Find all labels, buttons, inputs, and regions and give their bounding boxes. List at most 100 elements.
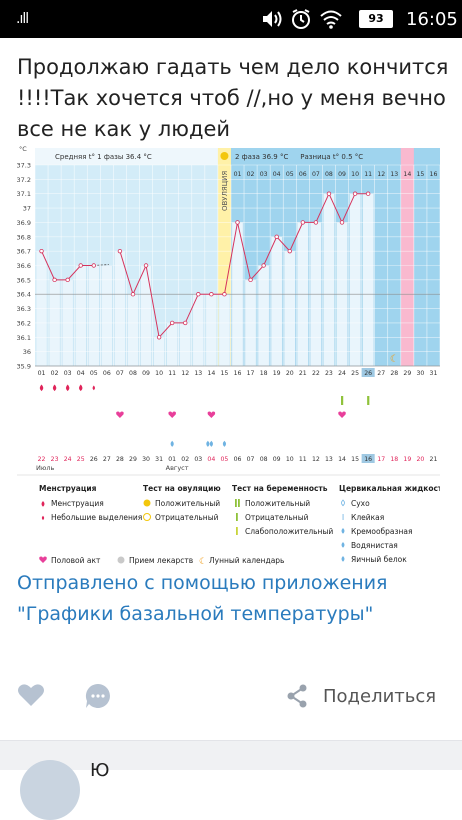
- legend-cervical-icon: I: [342, 513, 344, 522]
- y-tick-label: 36.6: [17, 262, 31, 270]
- clock: 16:05: [406, 8, 458, 30]
- date-label: 23: [51, 456, 59, 463]
- legend-cervical-icon: [341, 542, 345, 548]
- legend-menstruation-item: Менструация: [51, 499, 104, 508]
- post-actions: Поделиться: [0, 676, 462, 716]
- temp-bar: [192, 293, 205, 367]
- ovulation-label: ОВУЛЯЦИЯ: [221, 171, 229, 211]
- temperature-point: [130, 292, 136, 297]
- share-label: Поделиться: [323, 685, 437, 707]
- x-tick-label: 10: [155, 370, 163, 377]
- temperature-point: [65, 277, 70, 283]
- date-label: 04: [207, 456, 215, 463]
- date-label: 02: [181, 456, 189, 463]
- cycle-day-number: 08: [325, 171, 333, 178]
- temp-bar: [140, 265, 152, 367]
- y-tick-label: 36.7: [17, 248, 31, 256]
- today-highlight: [361, 368, 375, 377]
- share-button[interactable]: Поделиться: [286, 680, 446, 712]
- legend-pregnancy-negative: Отрицательный: [245, 513, 309, 522]
- date-label: 13: [325, 456, 333, 463]
- x-tick-label: 19: [273, 370, 281, 377]
- alarm-icon: [290, 0, 312, 38]
- pregnancy-test-mark: [367, 396, 370, 405]
- cycle-day-number: 04: [273, 171, 281, 178]
- y-tick-label: 36.8: [17, 233, 31, 241]
- next-post-author[interactable]: Ю: [90, 760, 110, 781]
- x-tick-label: 07: [116, 370, 124, 377]
- temperature-point: [235, 220, 240, 225]
- x-tick-label: 13: [194, 370, 202, 377]
- date-label: 30: [142, 456, 150, 463]
- y-tick-label: 37.1: [17, 190, 31, 198]
- temp-bar: [166, 322, 178, 367]
- avatar[interactable]: [20, 760, 80, 820]
- x-tick-label: 18: [260, 370, 268, 377]
- cervical-fluid-drop: [170, 440, 174, 447]
- temperature-point: [261, 263, 266, 268]
- date-label: 24: [64, 456, 72, 463]
- y-tick-label: 36.2: [17, 319, 31, 327]
- cycle-day-number: 05: [286, 171, 294, 178]
- legend-cervical-icon: [341, 499, 345, 507]
- temp-bar: [257, 265, 270, 367]
- temperature-series: [119, 192, 369, 339]
- date-label: 21: [430, 456, 438, 463]
- menstruation-column: [400, 148, 414, 366]
- date-label: 15: [351, 456, 359, 463]
- legend-ovulation-negative-icon: [143, 513, 151, 521]
- x-tick-label: 14: [207, 370, 215, 377]
- legend-spotting-item: Небольшие выделения: [51, 513, 142, 522]
- signal-icon: .ıll: [16, 11, 29, 27]
- temperature-point: [143, 263, 149, 268]
- temp-bar: [179, 322, 192, 367]
- heart-icon: [18, 684, 44, 706]
- comment-button[interactable]: [84, 682, 112, 710]
- y-tick-label: 36.1: [17, 334, 31, 342]
- temperature-point: [287, 248, 292, 254]
- x-tick-label: 12: [181, 370, 189, 377]
- x-tick-label: 16: [234, 370, 242, 377]
- temperature-point: [117, 248, 123, 254]
- x-tick-label: 09: [142, 370, 150, 377]
- cycle-day-number: 13: [390, 171, 398, 178]
- legend-cervical-item: Кремообразная: [351, 527, 413, 536]
- app-link[interactable]: Отправлено с помощью приложения "Графики…: [17, 572, 388, 625]
- legend-cervical-item: Сухо: [351, 499, 370, 508]
- spotting-drop: [92, 385, 96, 391]
- legend-moon-icon: ☾: [199, 557, 207, 567]
- like-button[interactable]: [17, 682, 45, 710]
- legend-cervical-icon: [341, 528, 345, 534]
- cervical-fluid-drop: [209, 440, 213, 447]
- legend-pregnancy-weak: Слабоположительный: [245, 527, 333, 536]
- cycle-day-number: 16: [430, 171, 438, 178]
- x-tick-label: 31: [430, 370, 438, 377]
- legend-medication: Прием лекарств: [129, 556, 193, 565]
- x-tick-label: 03: [64, 370, 72, 377]
- temp-bar: [88, 265, 100, 367]
- cycle-day-number: 15: [416, 171, 424, 178]
- share-icon: [287, 684, 307, 708]
- today-date-highlight: [361, 454, 375, 463]
- x-tick-label: 15: [220, 370, 228, 377]
- date-label: 18: [390, 456, 398, 463]
- legend-intercourse: Половой акт: [51, 556, 101, 565]
- legend-menstruation-title: Менструация: [39, 484, 97, 493]
- date-label: 14: [338, 456, 346, 463]
- temperature-point: [169, 320, 175, 326]
- x-tick-label: 17: [247, 370, 255, 377]
- x-tick-label: 05: [90, 370, 98, 377]
- x-tick-label: 23: [325, 370, 333, 377]
- post-divider: [0, 740, 462, 770]
- legend-spotting-icon: [41, 515, 45, 521]
- cycle-day-number: 10: [351, 171, 359, 178]
- cycle-day-number: 06: [299, 171, 307, 178]
- pregnancy-test-mark: [341, 396, 344, 405]
- y-tick-label: 37.2: [17, 176, 31, 184]
- temperature-point: [352, 191, 358, 196]
- cervical-fluid-drop: [206, 440, 210, 447]
- date-label: 29: [129, 456, 137, 463]
- temperature-point: [196, 292, 201, 297]
- x-tick-label: 06: [103, 370, 111, 377]
- moon-icon: ☾: [390, 354, 399, 365]
